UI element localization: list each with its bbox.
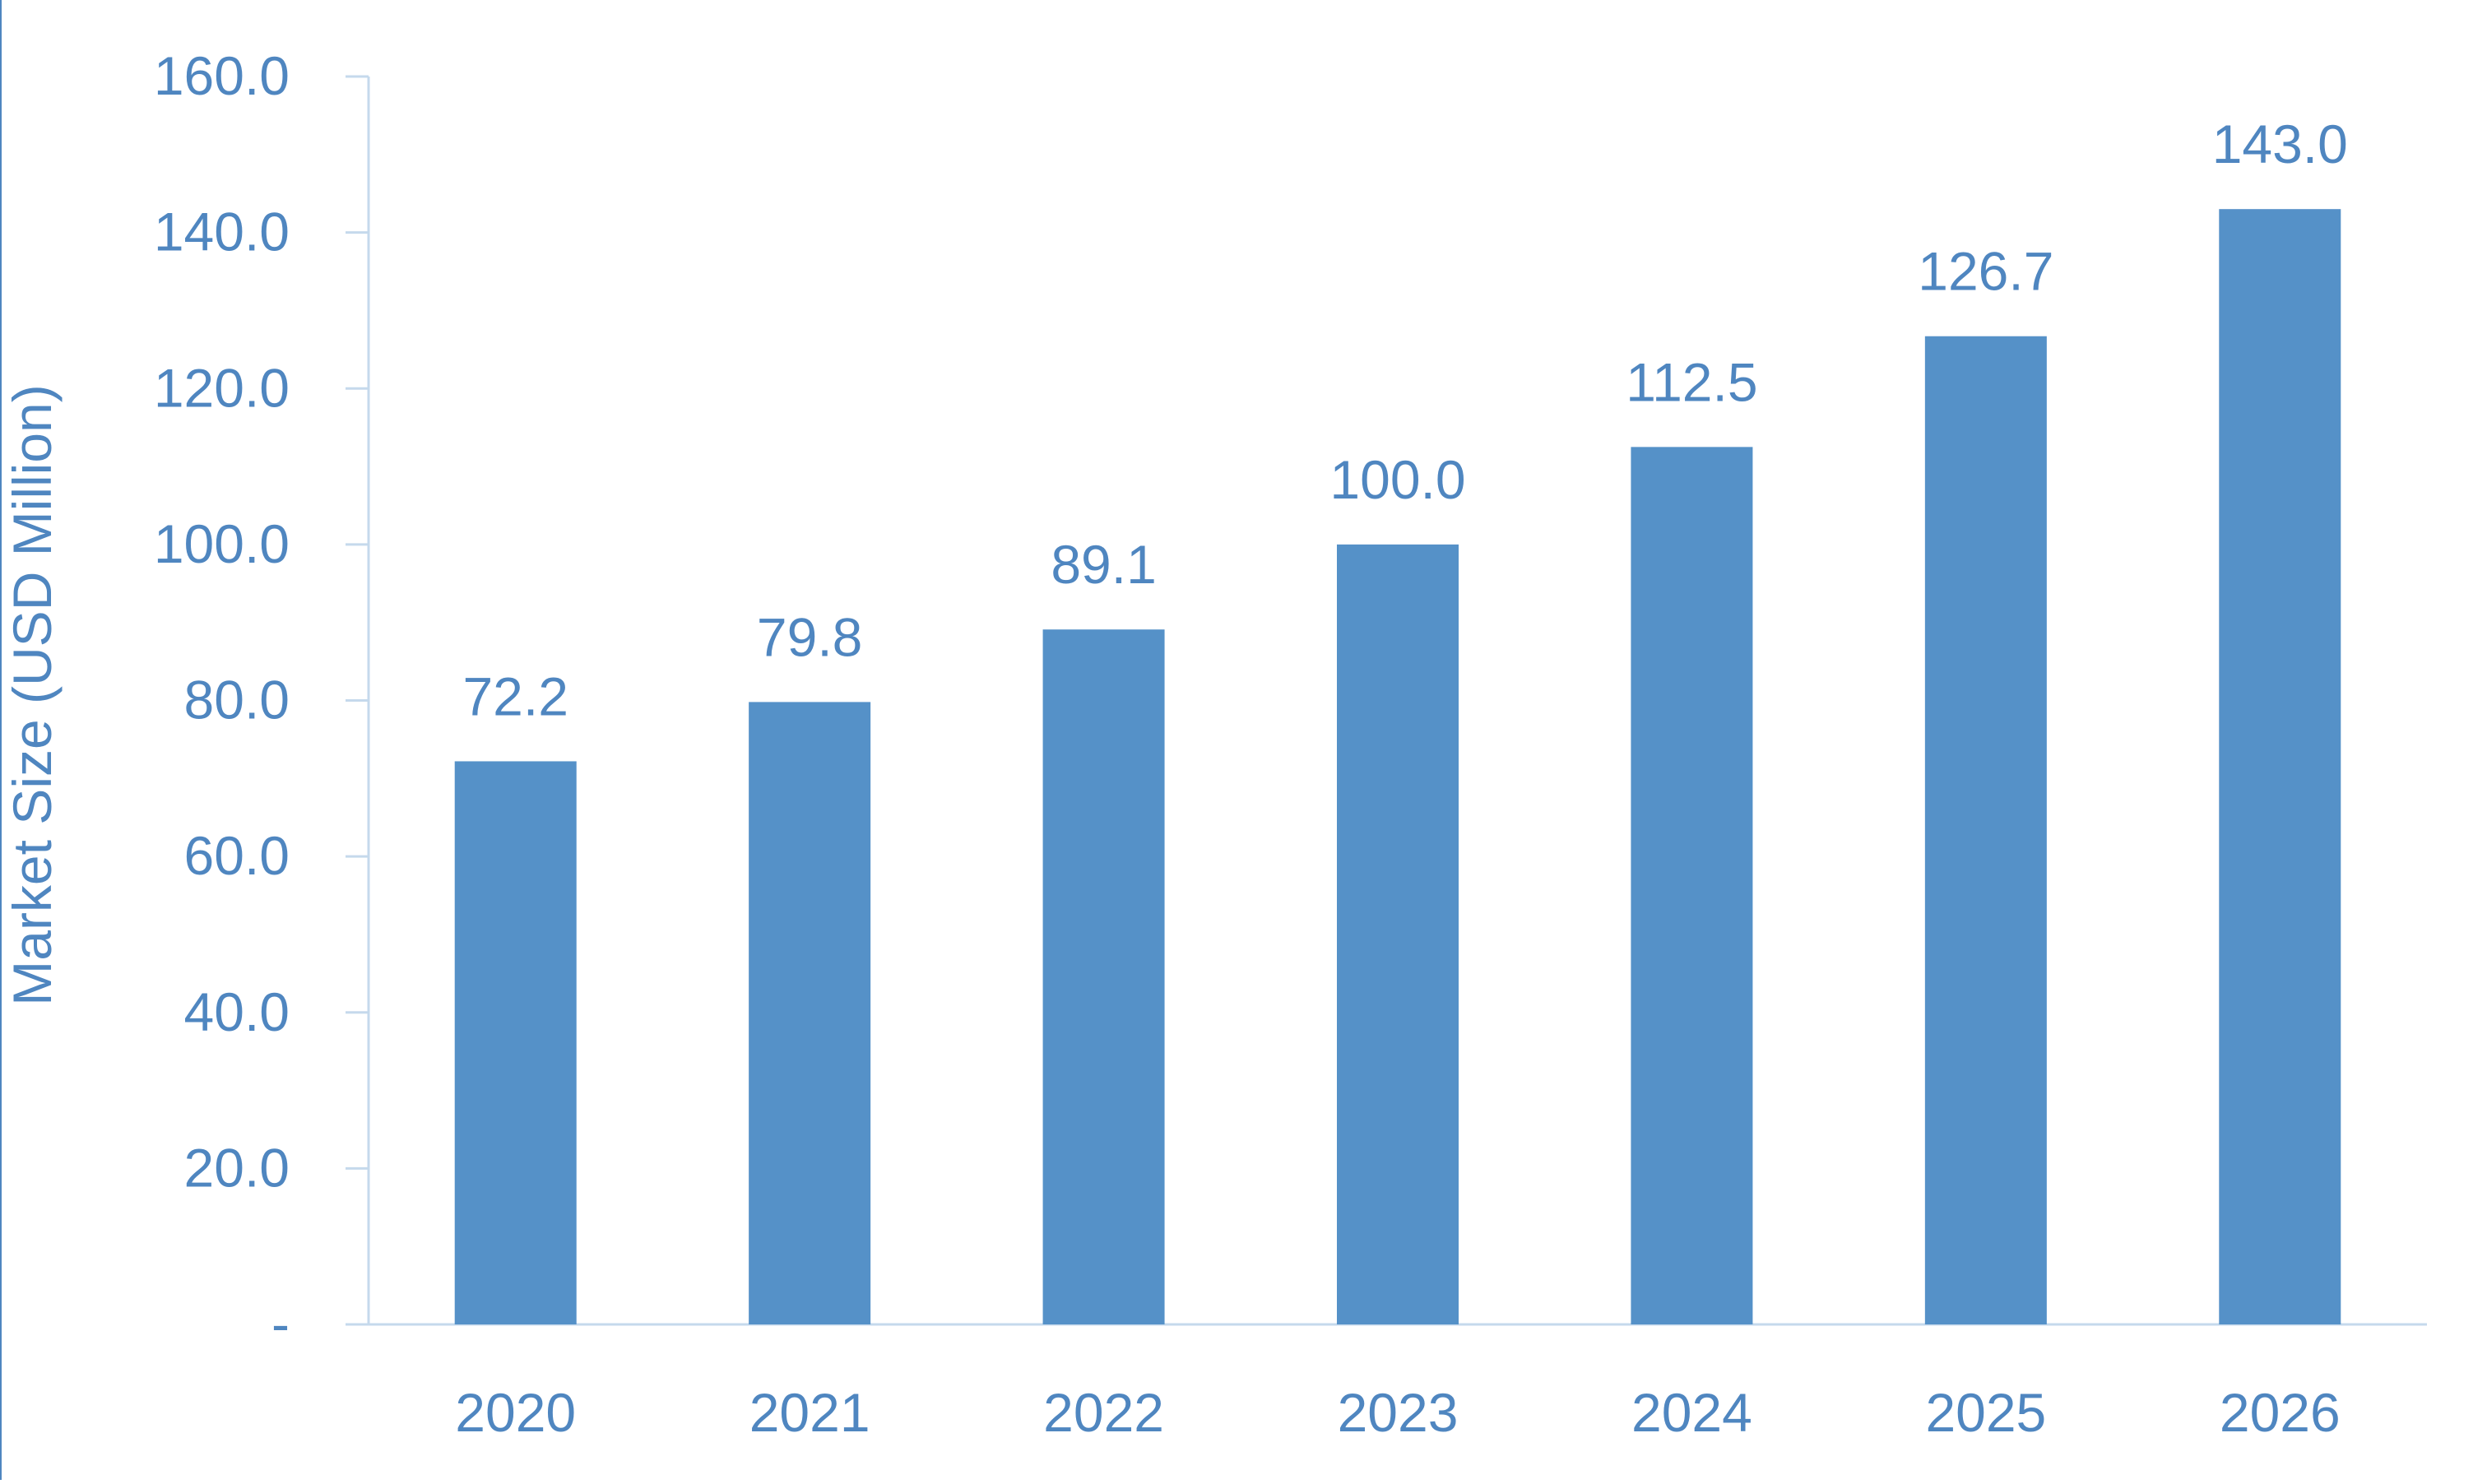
- x-tick-label-2024: 2024: [1631, 1382, 1752, 1443]
- x-tick-label-2023: 2023: [1338, 1382, 1459, 1443]
- bar-series: [454, 209, 2341, 1325]
- y-tick-label: 20.0: [184, 1137, 290, 1198]
- data-label-2025: 126.7: [1918, 241, 2053, 302]
- bar-2024: [1631, 447, 1753, 1324]
- y-tick-label: 40.0: [184, 981, 290, 1042]
- data-label-2020: 72.2: [462, 665, 568, 726]
- y-tick-label: 60.0: [184, 825, 290, 886]
- x-tick-label-2025: 2025: [1925, 1382, 2046, 1443]
- x-axis: 2020 2021 2022 2023 2024 2025 2026: [346, 1323, 2427, 1443]
- data-labels: 72.2 79.8 89.1 100.0 112.5 126.7 143.0: [462, 114, 2347, 726]
- y-tick-label: 100.0: [154, 513, 290, 574]
- data-label-2026: 143.0: [2212, 114, 2348, 174]
- x-tick-label-2022: 2022: [1043, 1382, 1164, 1443]
- x-tick-label-2020: 2020: [455, 1382, 576, 1443]
- data-label-2023: 100.0: [1329, 449, 1465, 510]
- bar-2026: [2219, 209, 2341, 1324]
- left-border-line: [0, 0, 2, 1480]
- bar-2021: [749, 702, 871, 1324]
- y-axis: - 20.0 40.0 60.0 80.0 100.0 120.0 140.0 160.0: [154, 45, 370, 1354]
- y-axis-title: Market Size (USD Million): [2, 384, 63, 1005]
- data-label-2022: 89.1: [1051, 534, 1156, 595]
- x-tick-label-2021: 2021: [749, 1382, 870, 1443]
- y-tick-label: 120.0: [154, 357, 290, 418]
- y-tick-label: 80.0: [184, 670, 290, 730]
- bar-2023: [1337, 544, 1459, 1324]
- data-label-2021: 79.8: [757, 606, 862, 667]
- y-tick-label: -: [271, 1293, 290, 1354]
- bar-2022: [1042, 629, 1165, 1324]
- y-tick-label: 160.0: [154, 45, 290, 106]
- data-label-2024: 112.5: [1626, 351, 1757, 412]
- x-tick-label-2026: 2026: [2220, 1382, 2341, 1443]
- bar-2025: [1924, 336, 2047, 1325]
- y-tick-label: 140.0: [154, 202, 290, 262]
- bar-2020: [454, 761, 577, 1324]
